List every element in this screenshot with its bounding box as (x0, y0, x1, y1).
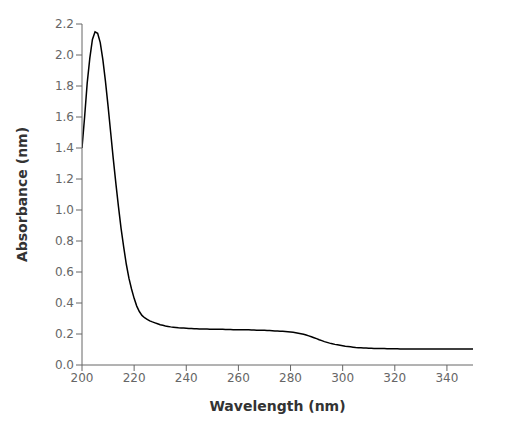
svg-text:340: 340 (435, 371, 458, 385)
svg-text:0.6: 0.6 (55, 265, 74, 279)
svg-text:0.0: 0.0 (55, 358, 74, 372)
svg-text:1.6: 1.6 (55, 110, 74, 124)
svg-text:2.0: 2.0 (55, 48, 74, 62)
svg-text:0.2: 0.2 (55, 327, 74, 341)
svg-text:0.8: 0.8 (55, 234, 74, 248)
svg-text:1.8: 1.8 (55, 79, 74, 93)
svg-text:240: 240 (175, 371, 198, 385)
svg-text:280: 280 (279, 371, 302, 385)
svg-text:0.4: 0.4 (55, 296, 74, 310)
svg-text:Absorbance (nm): Absorbance (nm) (14, 127, 30, 262)
svg-text:1.4: 1.4 (55, 141, 74, 155)
svg-text:320: 320 (383, 371, 406, 385)
svg-text:200: 200 (71, 371, 94, 385)
svg-text:2.2: 2.2 (55, 17, 74, 31)
svg-text:Wavelength (nm): Wavelength (nm) (209, 398, 345, 414)
svg-text:260: 260 (227, 371, 250, 385)
svg-text:220: 220 (123, 371, 146, 385)
svg-text:1.0: 1.0 (55, 203, 74, 217)
svg-text:300: 300 (331, 371, 354, 385)
svg-text:1.2: 1.2 (55, 172, 74, 186)
